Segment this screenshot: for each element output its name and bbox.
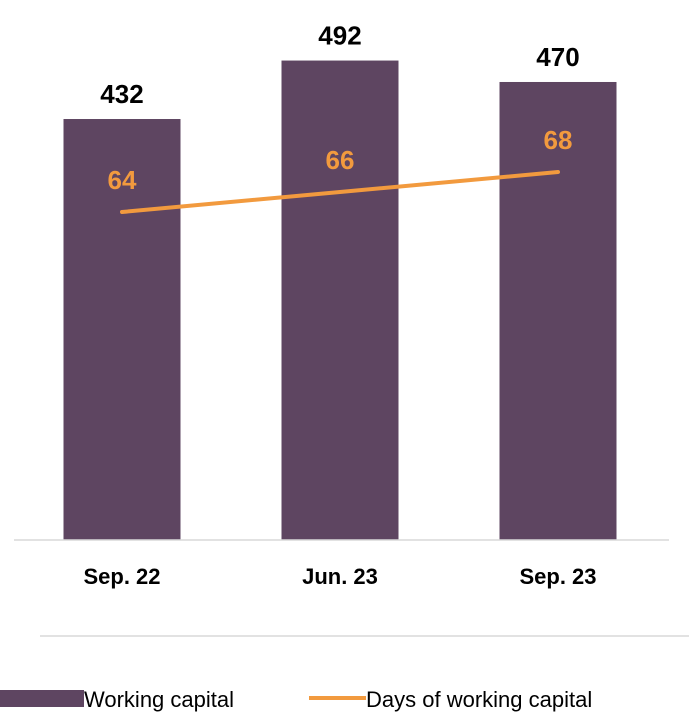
bar-value-label-1: 492: [318, 21, 361, 51]
line-value-label-1: 66: [326, 145, 355, 175]
category-label-1: Jun. 23: [302, 564, 378, 589]
legend-label-bar: Working capital: [84, 687, 234, 712]
bar-series: [63, 60, 617, 541]
line-value-label-0: 64: [108, 165, 137, 195]
days-line: [120, 170, 560, 214]
bar-data-labels: 432 492 470: [100, 21, 579, 109]
bar-2: [499, 81, 617, 541]
bar-1: [281, 60, 399, 541]
bar-0: [63, 119, 181, 541]
line-series: [120, 170, 560, 214]
category-label-0: Sep. 22: [83, 564, 160, 589]
line-value-label-2: 68: [544, 125, 573, 155]
x-axis-tick-labels: Sep. 22 Jun. 23 Sep. 23: [83, 564, 596, 589]
legend: Working capital Days of working capital: [0, 687, 592, 712]
bar-value-label-0: 432: [100, 79, 143, 109]
category-label-2: Sep. 23: [519, 564, 596, 589]
legend-swatch-bar: [0, 690, 84, 707]
line-data-labels: 64 66 68: [108, 125, 573, 195]
bar-value-label-2: 470: [536, 42, 579, 72]
legend-label-line: Days of working capital: [366, 687, 592, 712]
